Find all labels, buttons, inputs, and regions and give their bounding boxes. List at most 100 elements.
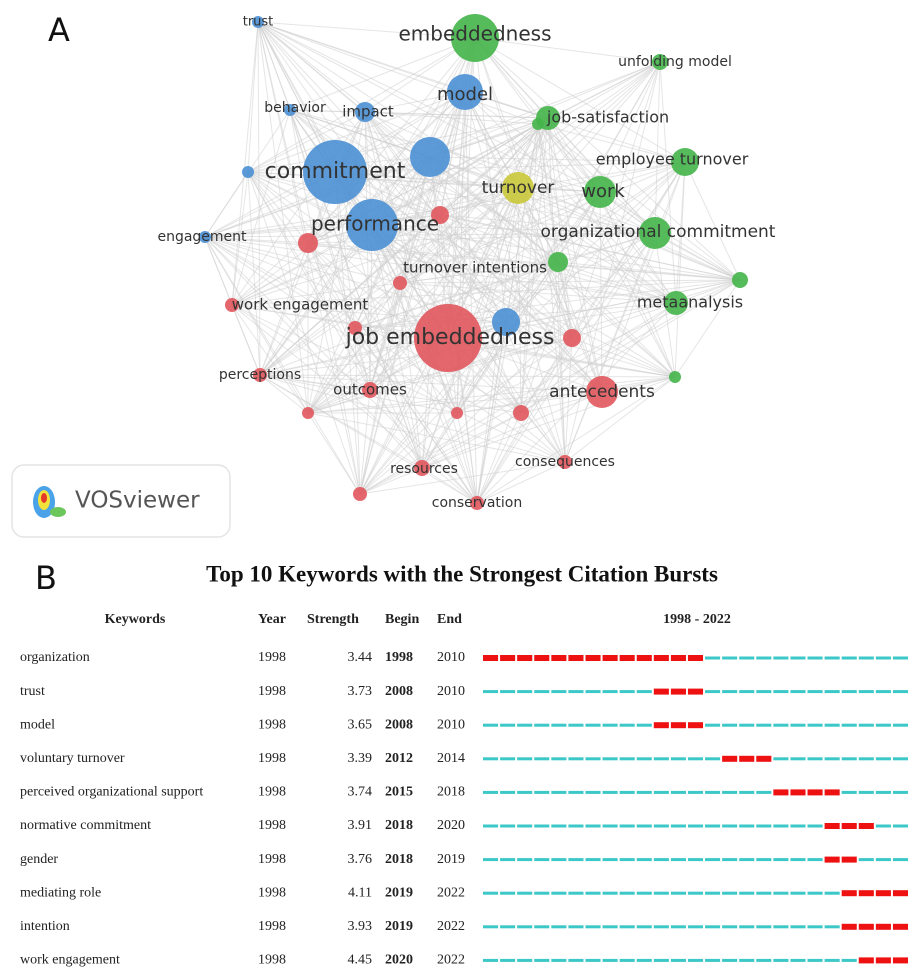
timeline-segment — [636, 757, 652, 761]
timeline-segment — [687, 958, 704, 962]
timeline-segment — [773, 824, 789, 828]
timeline-segment — [739, 690, 755, 694]
logo-icon — [33, 486, 66, 518]
timeline-segment — [773, 925, 789, 929]
edge — [247, 171, 309, 244]
timeline-segment — [534, 958, 550, 962]
node — [393, 276, 407, 290]
timeline-segment — [585, 723, 601, 727]
timeline-segment — [619, 891, 635, 895]
timeline-segment — [739, 656, 755, 660]
timeline-segment — [517, 925, 533, 929]
timeline-segment — [790, 925, 806, 929]
end: 2010 — [437, 684, 465, 699]
edge — [359, 461, 566, 495]
network-nodes — [199, 14, 748, 510]
timeline-segment — [705, 891, 721, 895]
timeline-segment — [568, 790, 584, 794]
node-label: commitment — [265, 159, 406, 184]
edge — [456, 337, 573, 414]
timeline-segment — [602, 757, 618, 761]
node — [451, 14, 499, 62]
timeline-segment — [824, 690, 840, 694]
edge — [371, 224, 423, 469]
burst-segment — [602, 655, 618, 661]
node — [362, 382, 378, 398]
edge — [364, 111, 371, 391]
node — [563, 329, 581, 347]
timeline-segment — [790, 723, 806, 727]
edge — [371, 224, 677, 304]
burst-segment — [687, 688, 704, 695]
node-label: employee turnover — [596, 150, 749, 169]
edge — [399, 282, 423, 469]
edge — [257, 21, 361, 495]
timeline-segment — [619, 757, 635, 761]
burst-segment — [653, 722, 669, 729]
timeline-segment — [687, 757, 704, 761]
node — [298, 233, 318, 253]
edge — [474, 37, 661, 63]
end: 2014 — [437, 751, 465, 766]
timeline-segment — [585, 824, 601, 828]
timeline-segment — [790, 656, 806, 660]
burst-segment — [773, 789, 789, 796]
timeline-segment — [534, 925, 550, 929]
timeline-segment — [824, 723, 840, 727]
timeline-segment — [653, 891, 669, 895]
edge — [289, 109, 677, 304]
edge — [204, 232, 656, 238]
edge — [307, 412, 566, 463]
timeline-segment — [619, 723, 635, 727]
node-label: impact — [342, 103, 394, 121]
burst-segment — [790, 789, 806, 796]
edge — [307, 282, 401, 414]
timeline-segment — [756, 858, 772, 862]
keyword: intention — [20, 919, 70, 934]
node-label: work — [581, 181, 625, 202]
timeline-segment — [739, 790, 755, 794]
timeline-segment — [653, 925, 669, 929]
timeline-segment — [483, 824, 499, 828]
node — [303, 140, 367, 204]
edge — [257, 21, 261, 376]
node — [431, 206, 449, 224]
timeline-segment — [517, 690, 533, 694]
timeline-segment — [551, 925, 567, 929]
edge — [231, 304, 261, 376]
timeline-segment — [875, 790, 891, 794]
timeline-segment — [568, 723, 584, 727]
timeline-segment — [687, 858, 704, 862]
edge — [204, 236, 677, 304]
edge — [456, 376, 676, 414]
keyword: voluntary turnover — [20, 751, 125, 766]
edge — [307, 412, 361, 495]
timeline-segment — [875, 824, 891, 828]
edge — [259, 374, 309, 414]
burst-segment — [841, 823, 857, 829]
end: 2010 — [437, 650, 465, 665]
edge — [307, 123, 539, 414]
node — [353, 487, 367, 501]
node — [652, 54, 668, 70]
burst-segment — [841, 923, 857, 930]
timeline-segment — [585, 690, 601, 694]
node — [348, 321, 362, 335]
timeline-segment — [892, 757, 908, 761]
edge — [537, 123, 676, 378]
timeline-segment — [568, 958, 584, 962]
edge — [257, 21, 601, 193]
timeline-segment — [773, 891, 789, 895]
burst-segment — [858, 890, 874, 897]
timeline-segment — [653, 790, 669, 794]
node — [470, 496, 484, 510]
timeline-segment — [568, 824, 584, 828]
node — [492, 308, 520, 336]
timeline-segment — [892, 858, 908, 862]
timeline-segment — [841, 690, 857, 694]
panel-label: B — [35, 559, 57, 597]
timeline-segment — [602, 790, 618, 794]
burst-segment — [807, 789, 823, 796]
timeline-segment — [619, 824, 635, 828]
